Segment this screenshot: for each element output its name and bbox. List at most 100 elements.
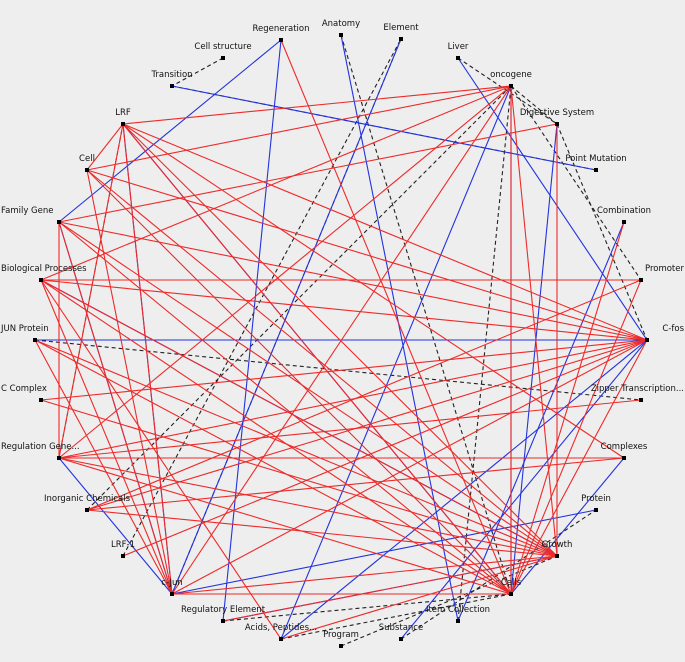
node-marker[interactable] bbox=[85, 168, 89, 172]
node-label: Cell structure bbox=[194, 42, 251, 52]
edge bbox=[510, 85, 642, 281]
edge bbox=[340, 555, 558, 647]
edge bbox=[34, 339, 512, 595]
edge bbox=[58, 221, 558, 557]
node-marker[interactable] bbox=[622, 220, 626, 224]
node-marker[interactable] bbox=[594, 168, 598, 172]
node-marker[interactable] bbox=[85, 508, 89, 512]
node-marker[interactable] bbox=[639, 278, 643, 282]
node-marker[interactable] bbox=[456, 619, 460, 623]
edge bbox=[40, 279, 282, 640]
node-marker[interactable] bbox=[639, 398, 643, 402]
edge bbox=[40, 279, 558, 557]
edge bbox=[400, 509, 597, 640]
node-marker[interactable] bbox=[339, 33, 343, 37]
node-marker[interactable] bbox=[622, 456, 626, 460]
node-label: C-fos bbox=[662, 324, 684, 334]
node-label: Zipper Transcription... bbox=[591, 384, 684, 394]
node-marker[interactable] bbox=[594, 508, 598, 512]
edge bbox=[171, 85, 597, 171]
node-label: Biological Processes bbox=[1, 264, 87, 274]
node-label: Regulatory Element bbox=[181, 605, 266, 615]
node-marker[interactable] bbox=[57, 456, 61, 460]
edge bbox=[457, 57, 648, 341]
edge bbox=[122, 339, 648, 557]
edge bbox=[40, 279, 512, 595]
edge bbox=[86, 457, 625, 511]
node-marker[interactable] bbox=[645, 338, 649, 342]
node-marker[interactable] bbox=[279, 637, 283, 641]
node-marker[interactable] bbox=[39, 278, 43, 282]
edge bbox=[86, 169, 558, 557]
edge bbox=[510, 279, 642, 595]
edge bbox=[86, 509, 558, 557]
edge bbox=[340, 34, 459, 622]
node-marker[interactable] bbox=[121, 122, 125, 126]
edge bbox=[86, 279, 642, 511]
node-label: c-Jun bbox=[161, 578, 183, 588]
edge bbox=[34, 339, 558, 557]
node-marker[interactable] bbox=[456, 56, 460, 60]
node-marker[interactable] bbox=[555, 122, 559, 126]
edge bbox=[122, 123, 648, 341]
node-label: oncogene bbox=[490, 70, 532, 80]
node-marker[interactable] bbox=[170, 84, 174, 88]
node-label: Regulation Gene... bbox=[1, 442, 80, 452]
edge bbox=[222, 555, 558, 622]
node-marker[interactable] bbox=[279, 38, 283, 42]
node-marker[interactable] bbox=[399, 37, 403, 41]
node-label: Protein bbox=[581, 494, 611, 504]
node-marker[interactable] bbox=[555, 554, 559, 558]
edge bbox=[122, 123, 173, 595]
edge bbox=[510, 123, 558, 595]
node-label: Growth bbox=[542, 540, 573, 550]
edge bbox=[86, 85, 512, 171]
edge bbox=[58, 457, 512, 595]
edge bbox=[58, 123, 558, 223]
edge bbox=[340, 34, 512, 595]
edge bbox=[122, 123, 558, 557]
node-label: LRF-1 bbox=[111, 540, 135, 550]
node-marker[interactable] bbox=[170, 592, 174, 596]
edge bbox=[280, 339, 648, 640]
node-label: Digestive System bbox=[520, 108, 594, 118]
node-marker[interactable] bbox=[121, 554, 125, 558]
edge bbox=[280, 85, 512, 640]
node-marker[interactable] bbox=[221, 619, 225, 623]
node-label: Cell bbox=[79, 154, 95, 164]
node-label: Regeneration bbox=[253, 24, 310, 34]
edge bbox=[400, 339, 648, 640]
edge bbox=[58, 457, 558, 557]
edge bbox=[122, 85, 512, 125]
node-label: C Complex bbox=[1, 384, 47, 394]
node-marker[interactable] bbox=[339, 644, 343, 648]
edge bbox=[171, 555, 558, 595]
edge bbox=[58, 39, 282, 223]
node-label: Item Collection bbox=[426, 605, 490, 615]
edge bbox=[171, 339, 648, 595]
edge bbox=[86, 123, 124, 171]
edge bbox=[86, 85, 512, 511]
node-marker[interactable] bbox=[33, 338, 37, 342]
edge bbox=[86, 169, 173, 595]
node-marker[interactable] bbox=[399, 637, 403, 641]
edge bbox=[171, 85, 512, 595]
edge bbox=[58, 123, 124, 459]
node-marker[interactable] bbox=[509, 592, 513, 596]
edge bbox=[86, 169, 512, 595]
node-marker[interactable] bbox=[57, 220, 61, 224]
node-label: Element bbox=[383, 23, 419, 33]
node-marker[interactable] bbox=[221, 56, 225, 60]
node-label: Program bbox=[323, 630, 359, 640]
edge bbox=[171, 38, 402, 595]
node-label: Acids, Peptides... bbox=[245, 623, 317, 633]
node-label: Point Mutation bbox=[565, 154, 626, 164]
edge bbox=[58, 399, 642, 459]
node-marker[interactable] bbox=[39, 398, 43, 402]
node-label: Complexes bbox=[601, 442, 648, 452]
edge bbox=[58, 457, 173, 595]
edge bbox=[58, 221, 648, 341]
node-marker[interactable] bbox=[509, 84, 513, 88]
